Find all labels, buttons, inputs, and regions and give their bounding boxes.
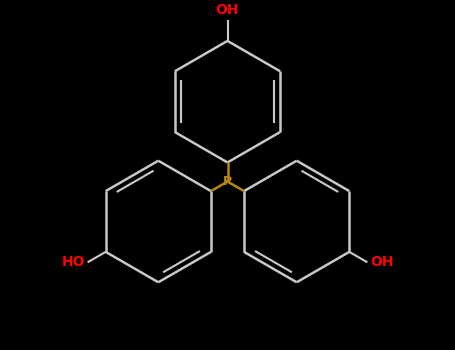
Text: P: P: [223, 175, 232, 188]
Text: OH: OH: [370, 255, 394, 269]
Text: HO: HO: [61, 255, 85, 269]
Text: OH: OH: [216, 3, 239, 17]
